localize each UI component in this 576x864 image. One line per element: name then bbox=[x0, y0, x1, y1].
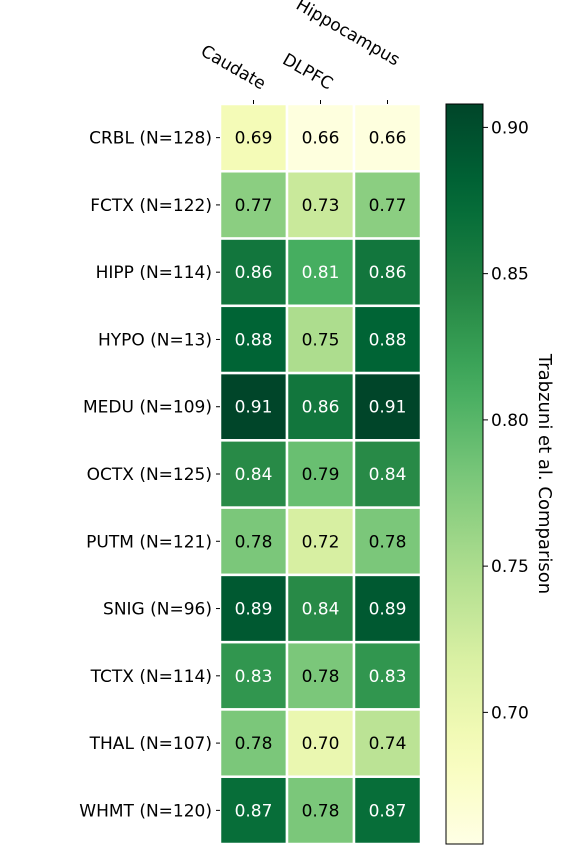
cell-value-label: 0.66 bbox=[302, 129, 340, 149]
heatmap-cell bbox=[285, 708, 356, 778]
heatmap-cell bbox=[352, 573, 423, 644]
column-label: Hippocampus bbox=[292, 0, 403, 70]
cell-value-label: 0.75 bbox=[302, 330, 340, 350]
cell-value-label: 0.72 bbox=[302, 532, 340, 552]
cell-value-label: 0.84 bbox=[302, 600, 340, 620]
cell-value-label: 0.78 bbox=[235, 734, 273, 754]
row-label: CRBL (N=128) bbox=[89, 129, 212, 149]
cell-value-label: 0.91 bbox=[235, 398, 273, 418]
heatmap-cell bbox=[285, 371, 356, 442]
heatmap-cell bbox=[218, 506, 289, 577]
heatmap-cell bbox=[352, 640, 423, 711]
cell-value-label: 0.84 bbox=[369, 465, 407, 485]
cell-value-label: 0.77 bbox=[235, 196, 273, 216]
cell-value-label: 0.73 bbox=[302, 196, 340, 216]
cell-value-label: 0.86 bbox=[302, 398, 340, 418]
colorbar-tick-label: 0.85 bbox=[491, 265, 529, 285]
colorbar-tick-label: 0.90 bbox=[491, 118, 529, 138]
cell-value-label: 0.78 bbox=[302, 667, 340, 687]
heatmap-cell bbox=[352, 708, 423, 778]
heatmap-cell bbox=[285, 237, 356, 308]
heatmap-cell bbox=[352, 775, 423, 846]
cell-value-label: 0.91 bbox=[369, 398, 407, 418]
row-label: HYPO (N=13) bbox=[98, 330, 212, 350]
heatmap-cell bbox=[218, 775, 289, 846]
row-label: TCTX (N=114) bbox=[90, 667, 212, 687]
column-label: Caudate bbox=[197, 41, 269, 94]
cell-value-label: 0.70 bbox=[302, 734, 340, 754]
cell-value-label: 0.74 bbox=[369, 734, 407, 754]
cell-value-label: 0.88 bbox=[369, 330, 407, 350]
cell-value-label: 0.66 bbox=[369, 129, 407, 149]
cell-value-label: 0.84 bbox=[235, 465, 273, 485]
heatmap-cell bbox=[218, 573, 289, 644]
cell-value-label: 0.89 bbox=[369, 600, 407, 620]
column-label: DLPFC bbox=[279, 50, 336, 95]
heatmap-cell-labels: 0.69 0.66 0.66 0.77 0.73 0.77 0.86 0.81 0.86 0.88… bbox=[235, 129, 407, 822]
colorbar-tick-label: 0.80 bbox=[491, 411, 529, 431]
cell-value-label: 0.88 bbox=[235, 330, 273, 350]
heatmap-cell bbox=[352, 506, 423, 577]
row-label: WHMT (N=120) bbox=[79, 801, 212, 821]
cell-value-label: 0.69 bbox=[235, 129, 273, 149]
cell-value-label: 0.87 bbox=[369, 801, 407, 821]
row-label: PUTM (N=121) bbox=[86, 532, 212, 552]
colorbar bbox=[445, 103, 484, 845]
cell-value-label: 0.79 bbox=[302, 465, 340, 485]
cell-value-label: 0.78 bbox=[302, 801, 340, 821]
cell-value-label: 0.81 bbox=[302, 263, 340, 283]
row-label: FCTX (N=122) bbox=[90, 196, 212, 216]
row-label: MEDU (N=109) bbox=[83, 398, 212, 418]
heatmap-cell bbox=[285, 506, 356, 577]
row-label: THAL (N=107) bbox=[89, 734, 212, 754]
cell-value-label: 0.83 bbox=[235, 667, 273, 687]
heatmap-cell bbox=[352, 304, 423, 375]
colorbar-tick-label: 0.70 bbox=[491, 703, 529, 723]
heatmap-cell bbox=[352, 170, 423, 240]
row-label: HIPP (N=114) bbox=[96, 263, 212, 283]
cell-value-label: 0.83 bbox=[369, 667, 407, 687]
cell-value-label: 0.86 bbox=[235, 263, 273, 283]
heatmap-cell bbox=[285, 439, 356, 509]
row-label: SNIG (N=96) bbox=[103, 600, 212, 620]
heatmap-cell bbox=[352, 439, 423, 509]
cell-value-label: 0.77 bbox=[369, 196, 407, 216]
row-labels: CRBL (N=128) FCTX (N=122) HIPP (N=114) HYPO… bbox=[79, 129, 220, 821]
colorbar-gradient bbox=[445, 103, 484, 845]
cell-value-label: 0.87 bbox=[235, 801, 273, 821]
cell-value-label: 0.89 bbox=[235, 600, 273, 620]
heatmap-cell bbox=[285, 573, 356, 644]
colorbar-label: Trabzuni et al. Comparison bbox=[534, 353, 555, 594]
cell-value-label: 0.78 bbox=[369, 532, 407, 552]
heatmap-cells bbox=[218, 102, 423, 846]
cell-value-label: 0.78 bbox=[235, 532, 273, 552]
row-label: OCTX (N=125) bbox=[87, 465, 212, 485]
colorbar-tick-label: 0.75 bbox=[491, 557, 529, 577]
colorbar-ticks: 0.70 0.75 0.80 0.85 0.90 bbox=[483, 118, 529, 723]
cell-value-label: 0.86 bbox=[369, 263, 407, 283]
